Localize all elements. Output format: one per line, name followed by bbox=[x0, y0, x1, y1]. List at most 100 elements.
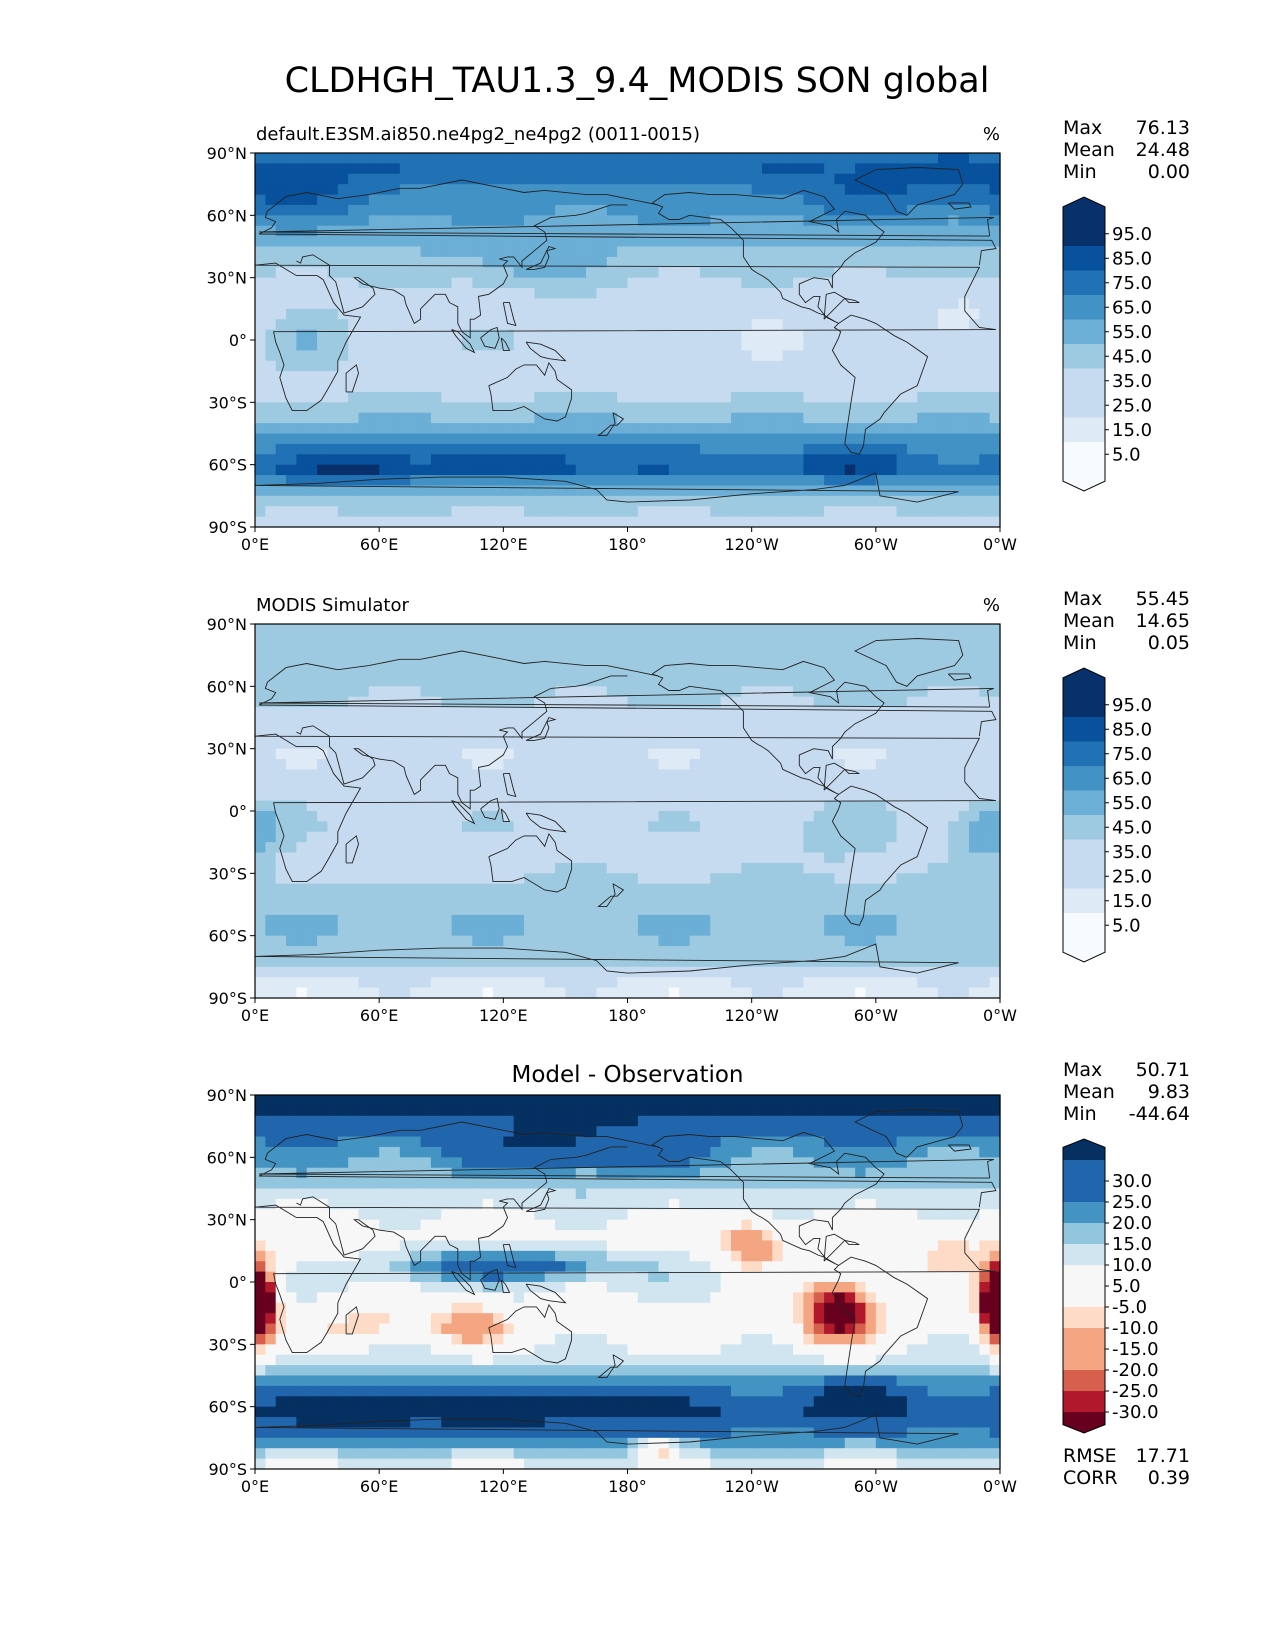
map-cell bbox=[255, 925, 266, 937]
map-cell bbox=[399, 790, 411, 802]
map-cell bbox=[420, 163, 432, 175]
map-cell bbox=[834, 340, 846, 351]
map-cell bbox=[710, 862, 722, 874]
map-cell bbox=[275, 495, 287, 507]
map-cell bbox=[896, 831, 908, 843]
map-cell bbox=[389, 329, 401, 341]
map-cell bbox=[565, 821, 577, 833]
map-cell bbox=[544, 381, 556, 393]
map-cell bbox=[813, 748, 825, 760]
map-cell bbox=[410, 696, 422, 708]
map-cell bbox=[358, 381, 370, 393]
map-cell bbox=[989, 267, 1001, 279]
map-cell bbox=[968, 665, 980, 677]
map-cell bbox=[637, 194, 649, 206]
map-cell bbox=[255, 329, 266, 341]
map-cell bbox=[699, 852, 711, 864]
map-cell bbox=[720, 800, 732, 812]
map-cell bbox=[596, 443, 608, 455]
map-cell bbox=[793, 194, 805, 206]
map-cell bbox=[762, 350, 773, 362]
map-cell bbox=[730, 184, 742, 196]
map-cell bbox=[275, 831, 287, 843]
map-cell bbox=[637, 811, 649, 822]
map-cell bbox=[524, 173, 535, 185]
map-cell bbox=[472, 163, 484, 175]
map-cell bbox=[410, 308, 422, 320]
map-cell bbox=[534, 423, 546, 435]
map-cell bbox=[420, 831, 432, 843]
map-cell bbox=[275, 516, 287, 528]
map-cell bbox=[265, 800, 277, 812]
map-cell bbox=[855, 184, 867, 196]
map-cell bbox=[699, 485, 711, 497]
map-cell bbox=[544, 329, 556, 341]
map-cell bbox=[534, 194, 546, 206]
map-cell bbox=[565, 163, 577, 175]
map-cell bbox=[286, 163, 297, 175]
map-cell bbox=[710, 443, 722, 455]
map-cell bbox=[358, 904, 370, 916]
map-cell bbox=[565, 215, 577, 227]
map-cell bbox=[989, 153, 1001, 164]
map-cell bbox=[855, 350, 867, 362]
map-cell bbox=[327, 696, 339, 708]
map-cell bbox=[855, 873, 867, 885]
map-cell bbox=[782, 256, 794, 268]
map-cell bbox=[803, 485, 815, 497]
map-cell bbox=[762, 842, 773, 854]
map-cell bbox=[679, 360, 691, 372]
map-cell bbox=[461, 329, 473, 341]
map-cell bbox=[782, 624, 794, 635]
map-cell bbox=[720, 329, 732, 341]
map-cell bbox=[358, 624, 370, 635]
map-cell bbox=[399, 717, 411, 729]
map-cell bbox=[472, 381, 484, 393]
map-cell bbox=[782, 665, 794, 677]
map-cell bbox=[834, 675, 846, 687]
map-cell bbox=[679, 655, 691, 667]
map-cell bbox=[348, 454, 360, 466]
map-cell bbox=[762, 935, 773, 947]
map-cell bbox=[824, 738, 836, 750]
map-cell bbox=[368, 800, 380, 812]
map-cell bbox=[586, 256, 598, 268]
map-cell bbox=[420, 215, 432, 227]
map-cell bbox=[606, 163, 618, 175]
map-cell bbox=[348, 215, 360, 227]
map-cell bbox=[617, 288, 629, 300]
map-cell bbox=[813, 811, 825, 822]
map-cell bbox=[544, 644, 556, 656]
map-cell bbox=[979, 267, 991, 279]
map-cell bbox=[348, 727, 360, 739]
map-cell bbox=[420, 634, 432, 646]
map-cell bbox=[896, 717, 908, 729]
map-cell bbox=[927, 402, 939, 414]
map-cell bbox=[948, 391, 960, 403]
map-cell bbox=[368, 883, 380, 895]
coastline bbox=[947, 202, 972, 210]
map-cell bbox=[275, 329, 287, 341]
map-cell bbox=[658, 319, 670, 331]
map-cell bbox=[824, 173, 836, 185]
map-cell bbox=[979, 811, 991, 822]
map-cell bbox=[513, 454, 525, 466]
map-cell bbox=[265, 204, 277, 216]
map-cell bbox=[317, 696, 329, 708]
map-cell bbox=[751, 371, 763, 383]
map-cell bbox=[865, 914, 877, 926]
map-cell bbox=[824, 256, 836, 268]
map-cell bbox=[979, 443, 991, 455]
map-cell bbox=[782, 738, 794, 750]
map-cell bbox=[513, 811, 525, 822]
map-cell bbox=[441, 246, 453, 258]
map-cell bbox=[793, 842, 805, 854]
map-cell bbox=[937, 412, 949, 424]
map-cell bbox=[710, 371, 722, 383]
map-cell bbox=[937, 433, 949, 445]
map-cell bbox=[430, 267, 442, 279]
map-cell bbox=[503, 634, 515, 646]
map-cell bbox=[430, 153, 442, 164]
map-cell bbox=[461, 288, 473, 300]
map-cell bbox=[793, 946, 805, 958]
